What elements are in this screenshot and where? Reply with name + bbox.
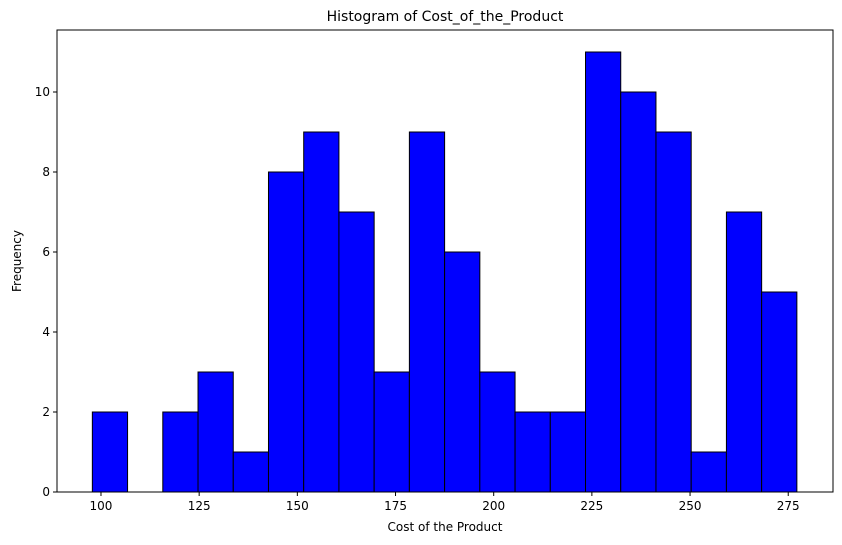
histogram-bar [444, 251, 481, 493]
bars-group [91, 51, 798, 493]
histogram-bar [514, 411, 551, 493]
histogram-bar [303, 131, 340, 493]
y-tick-label: 10 [35, 85, 50, 99]
histogram-bar [725, 211, 763, 493]
histogram-bar [690, 451, 727, 493]
chart-title: Histogram of Cost_of_the_Product [327, 9, 564, 25]
histogram-bar [549, 411, 587, 493]
histogram-bar [585, 51, 622, 493]
y-tick-label: 4 [42, 325, 50, 339]
histogram-bar [162, 411, 199, 493]
x-tick-label: 150 [286, 499, 309, 513]
x-tick-label: 275 [777, 499, 800, 513]
x-tick-label: 125 [188, 499, 211, 513]
histogram-bar [91, 411, 129, 493]
y-axis-label: Frequency [10, 230, 24, 292]
histogram-bar [373, 371, 410, 493]
histogram-bar [655, 131, 692, 493]
y-tick-label: 8 [42, 165, 50, 179]
x-tick-label: 175 [384, 499, 407, 513]
x-axis-label: Cost of the Product [388, 520, 503, 534]
y-tick-label: 2 [42, 405, 50, 419]
y-axis-ticks: 0 2 4 6 8 10 [35, 85, 57, 499]
x-tick-label: 225 [580, 499, 603, 513]
x-tick-label: 250 [679, 499, 702, 513]
histogram-bar [761, 291, 798, 493]
histogram-bar [408, 131, 446, 493]
y-tick-label: 6 [42, 245, 50, 259]
histogram-bar [479, 371, 516, 493]
histogram-bar [267, 171, 305, 493]
x-tick-label: 100 [90, 499, 113, 513]
x-tick-label: 200 [482, 499, 505, 513]
histogram-bar [232, 451, 269, 493]
histogram-bar [338, 211, 375, 493]
y-tick-label: 0 [42, 485, 50, 499]
histogram-bar [620, 91, 657, 493]
histogram-bar [197, 371, 234, 493]
x-axis-ticks: 100 125 150 175 200 225 250 275 [90, 492, 800, 513]
plot-frame [56, 29, 834, 493]
